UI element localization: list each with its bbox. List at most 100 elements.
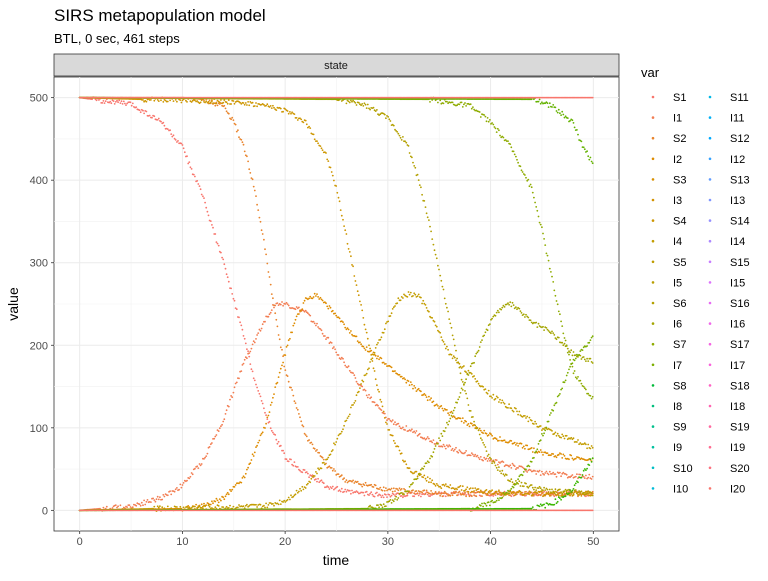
- data-point: [323, 459, 325, 461]
- data-point: [330, 307, 332, 309]
- data-point: [338, 473, 340, 475]
- data-point: [146, 111, 148, 113]
- data-point: [214, 506, 216, 508]
- data-point: [543, 432, 545, 434]
- data-point: [376, 358, 378, 360]
- data-point: [143, 500, 145, 502]
- data-point: [155, 501, 157, 503]
- data-point: [216, 241, 218, 243]
- data-point: [503, 137, 505, 139]
- data-point: [304, 300, 306, 302]
- data-point: [287, 375, 289, 377]
- data-point: [109, 101, 111, 103]
- data-point: [499, 492, 501, 494]
- data-point: [382, 495, 384, 497]
- data-point: [539, 486, 541, 488]
- data-point: [130, 101, 132, 103]
- data-point: [418, 388, 420, 390]
- data-point: [179, 484, 181, 486]
- data-point: [557, 493, 559, 495]
- data-point: [586, 493, 588, 495]
- data-point: [495, 315, 497, 317]
- data-point: [326, 306, 328, 308]
- data-point: [277, 302, 279, 304]
- data-point: [131, 105, 133, 107]
- data-point: [411, 384, 413, 386]
- data-point: [274, 434, 276, 436]
- data-point: [523, 485, 525, 487]
- data-point: [356, 336, 358, 338]
- data-point: [105, 100, 107, 102]
- data-point: [572, 355, 574, 357]
- data-point: [157, 496, 159, 498]
- data-point: [252, 102, 254, 104]
- data-point: [436, 404, 438, 406]
- data-point: [347, 243, 349, 245]
- data-point: [425, 394, 427, 396]
- data-point: [548, 474, 550, 476]
- data-point: [255, 384, 257, 386]
- data-point: [527, 487, 529, 489]
- data-point: [348, 248, 350, 250]
- data-point: [460, 372, 462, 374]
- data-point: [238, 317, 240, 319]
- data-point: [448, 318, 450, 320]
- data-point: [334, 313, 336, 315]
- data-point: [222, 506, 224, 508]
- data-point: [559, 313, 561, 315]
- data-point: [533, 447, 535, 449]
- data-point: [248, 168, 250, 170]
- data-point: [585, 389, 587, 391]
- data-point: [592, 396, 594, 398]
- data-point: [428, 481, 430, 483]
- data-point: [561, 388, 563, 390]
- data-point: [368, 344, 370, 346]
- data-point: [457, 361, 459, 363]
- data-point: [353, 482, 355, 484]
- data-point: [482, 442, 484, 444]
- data-point: [150, 99, 152, 101]
- data-point: [512, 463, 514, 465]
- data-point: [317, 296, 319, 298]
- data-point: [223, 263, 225, 265]
- data-point: [491, 397, 493, 399]
- data-point: [523, 471, 525, 473]
- data-point: [335, 315, 337, 317]
- data-point: [211, 500, 213, 502]
- data-point: [373, 486, 375, 488]
- data-point: [404, 489, 406, 491]
- data-point: [444, 430, 446, 432]
- data-point: [525, 177, 527, 179]
- data-point: [543, 487, 545, 489]
- data-point: [562, 333, 564, 335]
- data-point: [422, 468, 424, 470]
- data-point: [575, 489, 577, 491]
- data-point: [349, 414, 351, 416]
- data-point: [261, 400, 263, 402]
- data-point: [288, 113, 290, 115]
- data-point: [573, 493, 575, 495]
- data-point: [469, 372, 471, 374]
- data-point: [547, 489, 549, 491]
- data-point: [494, 493, 496, 495]
- data-point: [540, 474, 542, 476]
- data-point: [486, 458, 488, 460]
- data-point: [359, 341, 361, 343]
- data-point: [256, 204, 258, 206]
- data-point: [282, 362, 284, 364]
- data-point: [428, 396, 430, 398]
- data-point: [349, 490, 351, 492]
- data-point: [222, 259, 224, 261]
- data-point: [369, 493, 371, 495]
- data-point: [384, 114, 386, 116]
- data-point: [409, 294, 411, 296]
- data-point: [175, 139, 177, 141]
- data-point: [217, 243, 219, 245]
- data-point: [489, 505, 491, 507]
- data-point: [212, 502, 214, 504]
- data-point: [552, 281, 554, 283]
- data-point: [530, 469, 532, 471]
- data-point: [139, 503, 141, 505]
- data-point: [409, 152, 411, 154]
- data-point: [500, 402, 502, 404]
